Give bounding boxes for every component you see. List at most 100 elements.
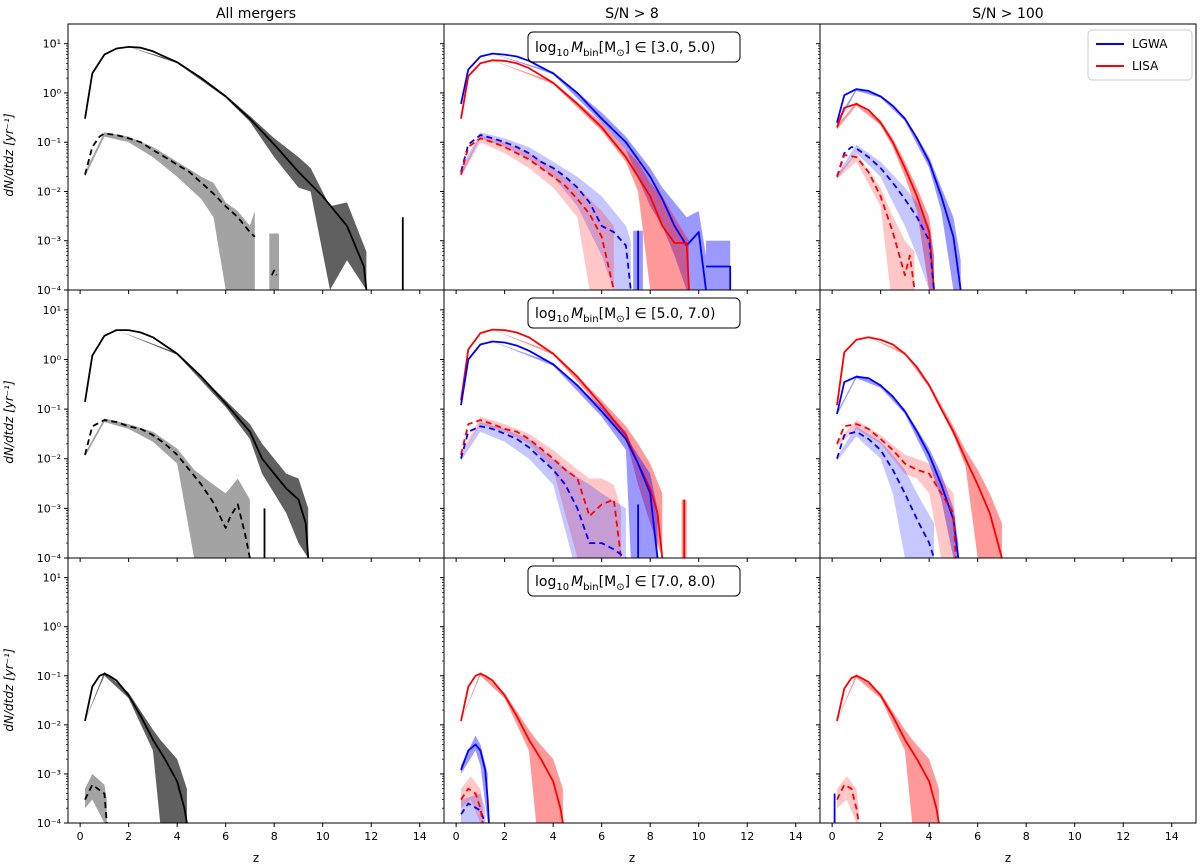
- xtick-label: 12: [364, 830, 378, 843]
- series-line-lisa-solid-r2-c3: [836, 336, 1003, 558]
- band-lisa-dashed-r1-c2: [461, 135, 614, 290]
- xtick-label: 2: [877, 830, 884, 843]
- legend: LGWA LISA: [1087, 29, 1193, 81]
- xtick-label: 6: [974, 830, 981, 843]
- xtick-label: 2: [501, 830, 508, 843]
- band-all-dashed-r1-c1: [85, 132, 255, 290]
- xtick-label: 8: [1023, 830, 1030, 843]
- ytick-label: 10⁻⁴: [37, 552, 62, 565]
- ytick-label: 10⁻³: [37, 235, 61, 248]
- series-line-lgwa-dashed-r3-c2: [460, 802, 487, 823]
- series-line-lgwa-solid-r1-c3: [836, 88, 962, 290]
- band-lgwa-solid-r1-c3: [837, 88, 961, 290]
- xtick-label: 2: [125, 830, 132, 843]
- mass-bin-label-row-3: log10 Mbin[M⊙] ∈ [7.0, 8.0): [527, 565, 741, 597]
- ytick-label: 10⁻³: [37, 768, 61, 781]
- band-all-solid-r3-c1: [85, 671, 187, 823]
- series-line-lisa-solid-r1-c3: [836, 103, 935, 290]
- xtick-label: 0: [829, 830, 836, 843]
- band-lisa-solid-r3-c2: [461, 671, 563, 823]
- column-title-all-mergers: All mergers: [216, 6, 296, 22]
- xtick-label: 10: [1068, 830, 1082, 843]
- series-line-lgwa-solid-r1-c2: [706, 265, 732, 290]
- legend-label-lisa: LISA: [1132, 59, 1159, 73]
- series-line-all-solid-r2-c1: [84, 329, 310, 558]
- ytick-label: 10⁻²: [37, 453, 61, 466]
- lines-layer: [84, 46, 1003, 823]
- series-line-lgwa-dashed-r2-c2: [460, 425, 627, 558]
- mass-bin-label-row-1: log10 Mbin[M⊙] ∈ [3.0, 5.0): [527, 31, 741, 63]
- xlabel-col-3: z: [1005, 851, 1011, 865]
- ytick-label: 10⁻⁴: [37, 817, 62, 830]
- series-line-lgwa-dashed-r2-c3: [836, 430, 935, 558]
- ytick-label: 10⁰: [43, 87, 62, 100]
- column-title-snr-8: S/N > 8: [605, 6, 659, 22]
- ytick-label: 10¹: [43, 304, 61, 317]
- xtick-label: 6: [222, 830, 229, 843]
- series-line-lisa-dashed-r3-c2: [460, 787, 484, 823]
- xtick-label: 12: [740, 830, 754, 843]
- series-line-lgwa-solid-r2-c2: [460, 340, 659, 558]
- series-line-all-dashed-r2-c1: [84, 419, 251, 558]
- ytick-label: 10⁻¹: [37, 670, 61, 683]
- band-lisa-solid-r1-c2: [461, 60, 689, 290]
- xtick-label: 10: [692, 830, 706, 843]
- series-line-lisa-dashed-r3-c3: [836, 783, 860, 823]
- ticks-layer: 10⁻⁴ 10⁻³ 10⁻² 10⁻¹ 10⁰ 10¹ 10⁻⁴ 10⁻³ 10⁻² 10⁻¹ 10…: [37, 38, 1179, 843]
- band-all-dashed-r1-c1: [269, 233, 279, 290]
- ytick-label: 10⁻¹: [37, 403, 61, 416]
- series-line-lisa-solid-r1-c2: [460, 59, 690, 290]
- series-line-lisa-dashed-r2-c3: [836, 423, 957, 558]
- series-line-lgwa-solid-r2-c3: [836, 375, 960, 558]
- band-lgwa-dashed-r1-c3: [837, 144, 934, 290]
- band-lgwa-dashed-r2-c2: [461, 422, 626, 558]
- band-lisa-solid-r1-c3: [837, 102, 934, 290]
- xtick-label: 4: [174, 830, 181, 843]
- series-line-lgwa-solid-r3-c2: [460, 743, 490, 823]
- mass-bin-label-row-2: log10 Mbin[M⊙] ∈ [5.0, 7.0): [527, 297, 741, 329]
- panel-frame-r1-c1: [67, 23, 445, 291]
- ytick-label: 10⁻⁴: [37, 284, 62, 297]
- xtick-label: 0: [77, 830, 84, 843]
- series-line-lisa-solid-r3-c3: [836, 674, 940, 823]
- xtick-label: 0: [453, 830, 460, 843]
- series-line-lisa-dashed-r1-c3: [836, 154, 916, 290]
- xtick-label: 6: [598, 830, 605, 843]
- column-title-snr-100: S/N > 100: [972, 6, 1043, 22]
- xtick-label: 14: [1165, 830, 1179, 843]
- band-lgwa-solid-r3-c2: [461, 735, 488, 823]
- ytick-label: 10⁰: [43, 621, 62, 634]
- series-line-lisa-solid-r3-c2: [460, 672, 564, 823]
- band-all-dashed-r2-c1: [85, 418, 250, 558]
- ylabel-row-2: dN/dtdz [yr⁻¹]: [2, 380, 16, 464]
- ytick-label: 10⁻²: [37, 185, 61, 198]
- band-lisa-dashed-r3-c2: [461, 776, 483, 823]
- series-line-lgwa-dashed-r1-c2: [460, 134, 632, 290]
- ytick-label: 10⁰: [43, 353, 62, 366]
- frames-layer: [67, 23, 1197, 824]
- series-line-all-solid-r1-c1: [84, 46, 368, 290]
- series-line-lgwa-dashed-r1-c3: [836, 146, 935, 290]
- band-lisa-dashed-r3-c3: [837, 776, 859, 823]
- series-line-lgwa-solid-r1-c2: [460, 52, 707, 290]
- xtick-label: 14: [413, 830, 427, 843]
- xtick-label: 8: [271, 830, 278, 843]
- series-line-all-dashed-r1-c1: [84, 132, 256, 238]
- series-line-all-dashed-r1-c1: [270, 269, 278, 276]
- xtick-label: 8: [647, 830, 654, 843]
- series-line-lisa-solid-r2-c2: [460, 328, 664, 558]
- ylabel-row-1: dN/dtdz [yr⁻¹]: [2, 113, 16, 197]
- ytick-label: 10⁻²: [37, 719, 61, 732]
- series-line-lisa-dashed-r1-c2: [460, 137, 615, 290]
- band-lisa-dashed-r2-c2: [461, 416, 622, 558]
- xtick-label: 12: [1116, 830, 1130, 843]
- series-line-all-solid-r3-c1: [84, 672, 188, 823]
- xtick-label: 4: [550, 830, 557, 843]
- ytick-label: 10⁻¹: [37, 136, 61, 149]
- band-lgwa-solid-r1-c2: [706, 240, 731, 290]
- band-lisa-dashed-r2-c3: [837, 420, 956, 558]
